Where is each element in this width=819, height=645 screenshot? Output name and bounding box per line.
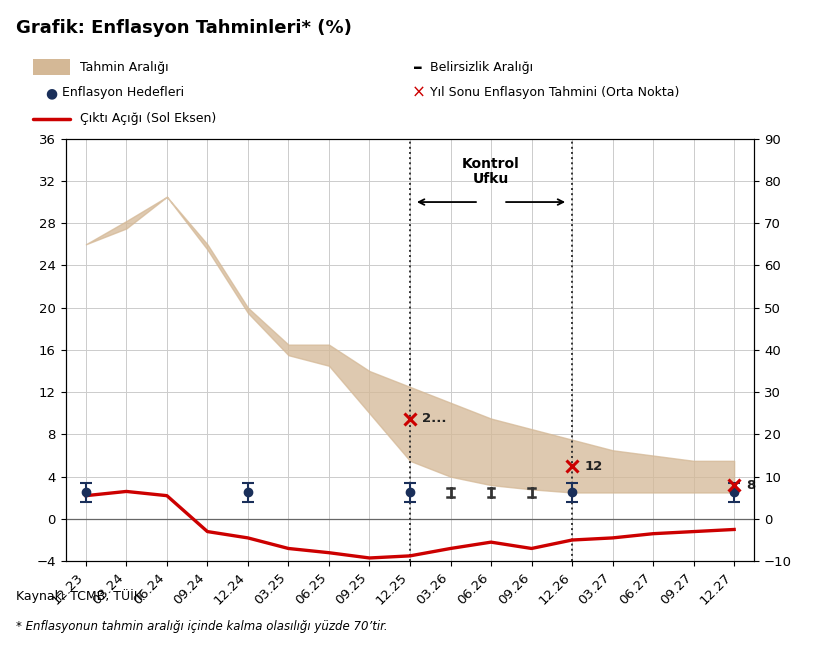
Text: Grafik: Enflasyon Tahminleri* (%): Grafik: Enflasyon Tahminleri* (%): [16, 19, 352, 37]
Text: ●: ●: [45, 86, 57, 100]
Text: Yıl Sonu Enflasyon Tahmini (Orta Nokta): Yıl Sonu Enflasyon Tahmini (Orta Nokta): [430, 86, 679, 99]
Text: Çıktı Açığı (Sol Eksen): Çıktı Açığı (Sol Eksen): [80, 112, 216, 125]
Text: Enflasyon Hedefleri: Enflasyon Hedefleri: [62, 86, 184, 99]
Text: Kaynak: TCMB, TÜİK.: Kaynak: TCMB, TÜİK.: [16, 589, 146, 603]
Text: ×: ×: [411, 84, 424, 102]
Text: –: –: [413, 57, 423, 77]
Text: 12: 12: [583, 460, 602, 473]
Text: Tahmin Aralığı: Tahmin Aralığı: [80, 61, 169, 74]
Text: Kontrol
Ufku: Kontrol Ufku: [462, 157, 519, 186]
Text: 2...: 2...: [422, 412, 446, 425]
Text: * Enflasyonun tahmin aralığı içinde kalma olasılığı yüzde 70’tir.: * Enflasyonun tahmin aralığı içinde kalm…: [16, 620, 387, 633]
Text: 8: 8: [745, 479, 754, 491]
Text: Belirsizlik Aralığı: Belirsizlik Aralığı: [430, 61, 533, 74]
